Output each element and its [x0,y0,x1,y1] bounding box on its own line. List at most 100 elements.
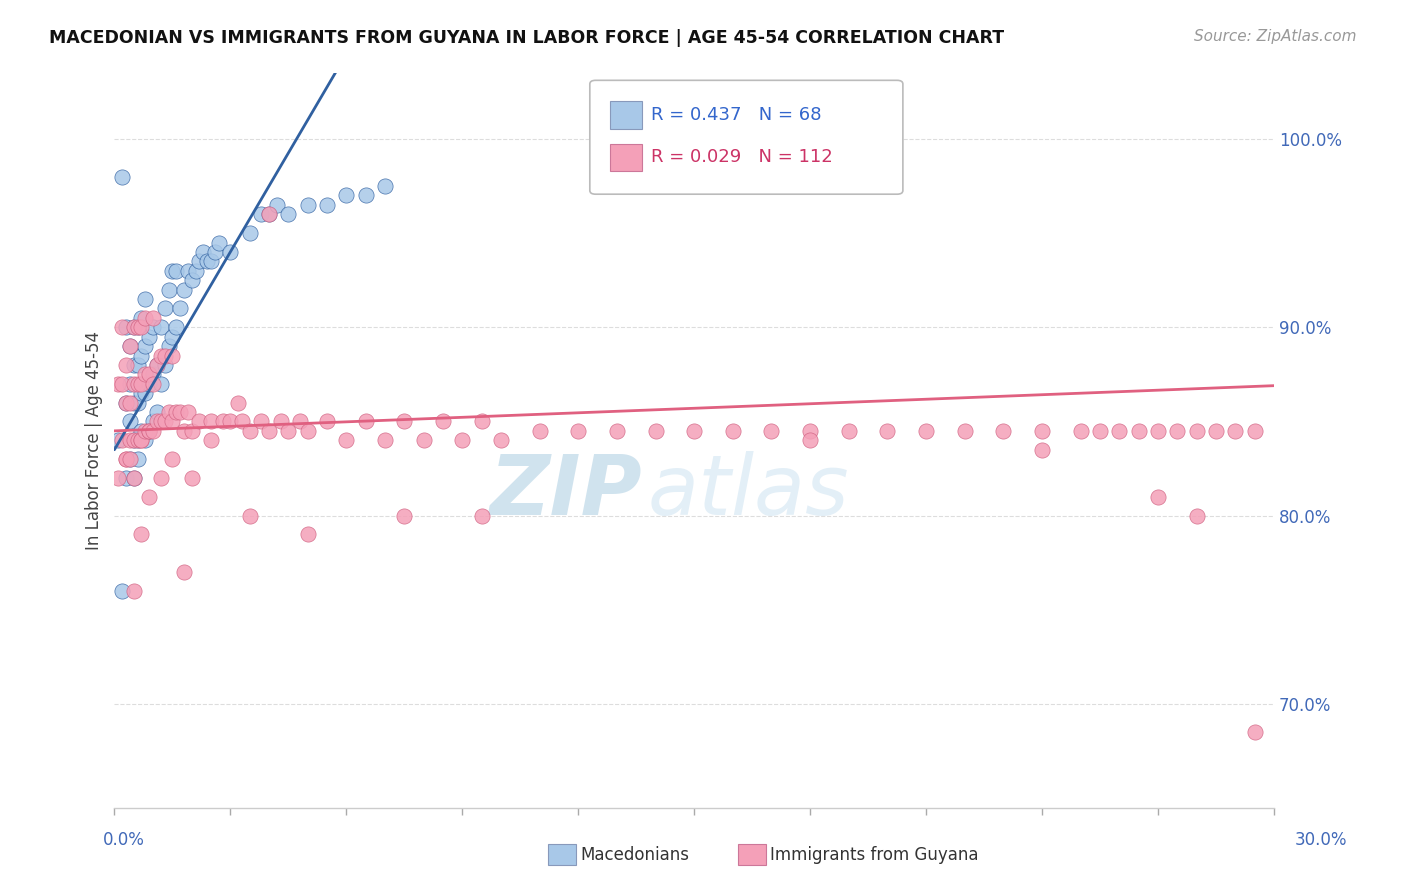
Point [162,264,184,278]
Point [131,527,153,541]
Point [111,169,134,184]
Point [489,434,512,448]
Point [138,368,160,382]
Point [122,471,145,485]
Point [157,339,180,353]
Point [149,414,172,428]
Point [122,358,145,372]
Point [138,424,160,438]
Point [250,414,273,428]
Point [162,414,184,428]
Point [142,414,165,428]
Point [180,471,202,485]
Point [111,584,134,599]
Text: 0.0%: 0.0% [103,831,145,849]
Point [297,424,319,438]
Point [1147,490,1170,504]
Point [239,508,262,523]
Point [134,310,156,325]
Point [876,424,898,438]
Point [335,434,357,448]
Point [177,405,200,419]
Point [208,235,231,250]
Point [118,414,141,428]
Point [138,424,160,438]
Point [131,424,153,438]
Point [142,368,165,382]
Point [142,320,165,334]
Point [118,452,141,467]
FancyBboxPatch shape [589,80,903,194]
Point [131,386,153,401]
Point [107,434,129,448]
Point [118,395,141,409]
Point [169,301,191,316]
Point [211,414,233,428]
Point [134,434,156,448]
Point [153,414,176,428]
Text: ZIP: ZIP [489,451,643,533]
Point [297,527,319,541]
Point [138,329,160,343]
Point [146,414,169,428]
Point [529,424,551,438]
Point [138,424,160,438]
Text: atlas: atlas [648,451,849,533]
Point [134,292,156,306]
Point [162,329,184,343]
Point [231,414,253,428]
Point [257,207,280,221]
Point [118,376,141,391]
Point [250,207,273,221]
Point [115,395,138,409]
Point [335,188,357,202]
Point [153,358,176,372]
Point [200,254,222,268]
Point [567,424,589,438]
Point [799,434,821,448]
Point [131,349,153,363]
Point [118,434,141,448]
Point [180,273,202,287]
Point [471,414,494,428]
Point [142,310,165,325]
Text: MACEDONIAN VS IMMIGRANTS FROM GUYANA IN LABOR FORCE | AGE 45-54 CORRELATION CHAR: MACEDONIAN VS IMMIGRANTS FROM GUYANA IN … [49,29,1004,46]
Point [127,452,149,467]
Point [184,264,207,278]
Point [1185,424,1208,438]
Point [953,424,976,438]
Point [127,434,149,448]
Point [266,198,288,212]
Point [374,179,396,194]
Point [138,376,160,391]
Point [157,283,180,297]
Point [451,434,474,448]
Point [127,320,149,334]
Text: Macedonians: Macedonians [581,846,690,863]
Point [173,283,195,297]
Point [471,508,494,523]
Point [188,414,211,428]
Point [1088,424,1111,438]
Text: Immigrants from Guyana: Immigrants from Guyana [770,846,979,863]
Point [146,405,169,419]
Point [1243,725,1265,739]
Point [257,424,280,438]
Point [297,198,319,212]
Point [162,452,184,467]
Point [169,405,191,419]
Point [173,424,195,438]
Point [142,376,165,391]
Point [149,320,172,334]
Point [193,244,215,259]
Point [134,424,156,438]
Point [134,386,156,401]
Point [122,376,145,391]
Point [915,424,938,438]
Point [127,376,149,391]
Point [394,414,416,428]
Point [165,320,187,334]
Point [394,508,416,523]
Point [153,301,176,316]
Point [162,349,184,363]
